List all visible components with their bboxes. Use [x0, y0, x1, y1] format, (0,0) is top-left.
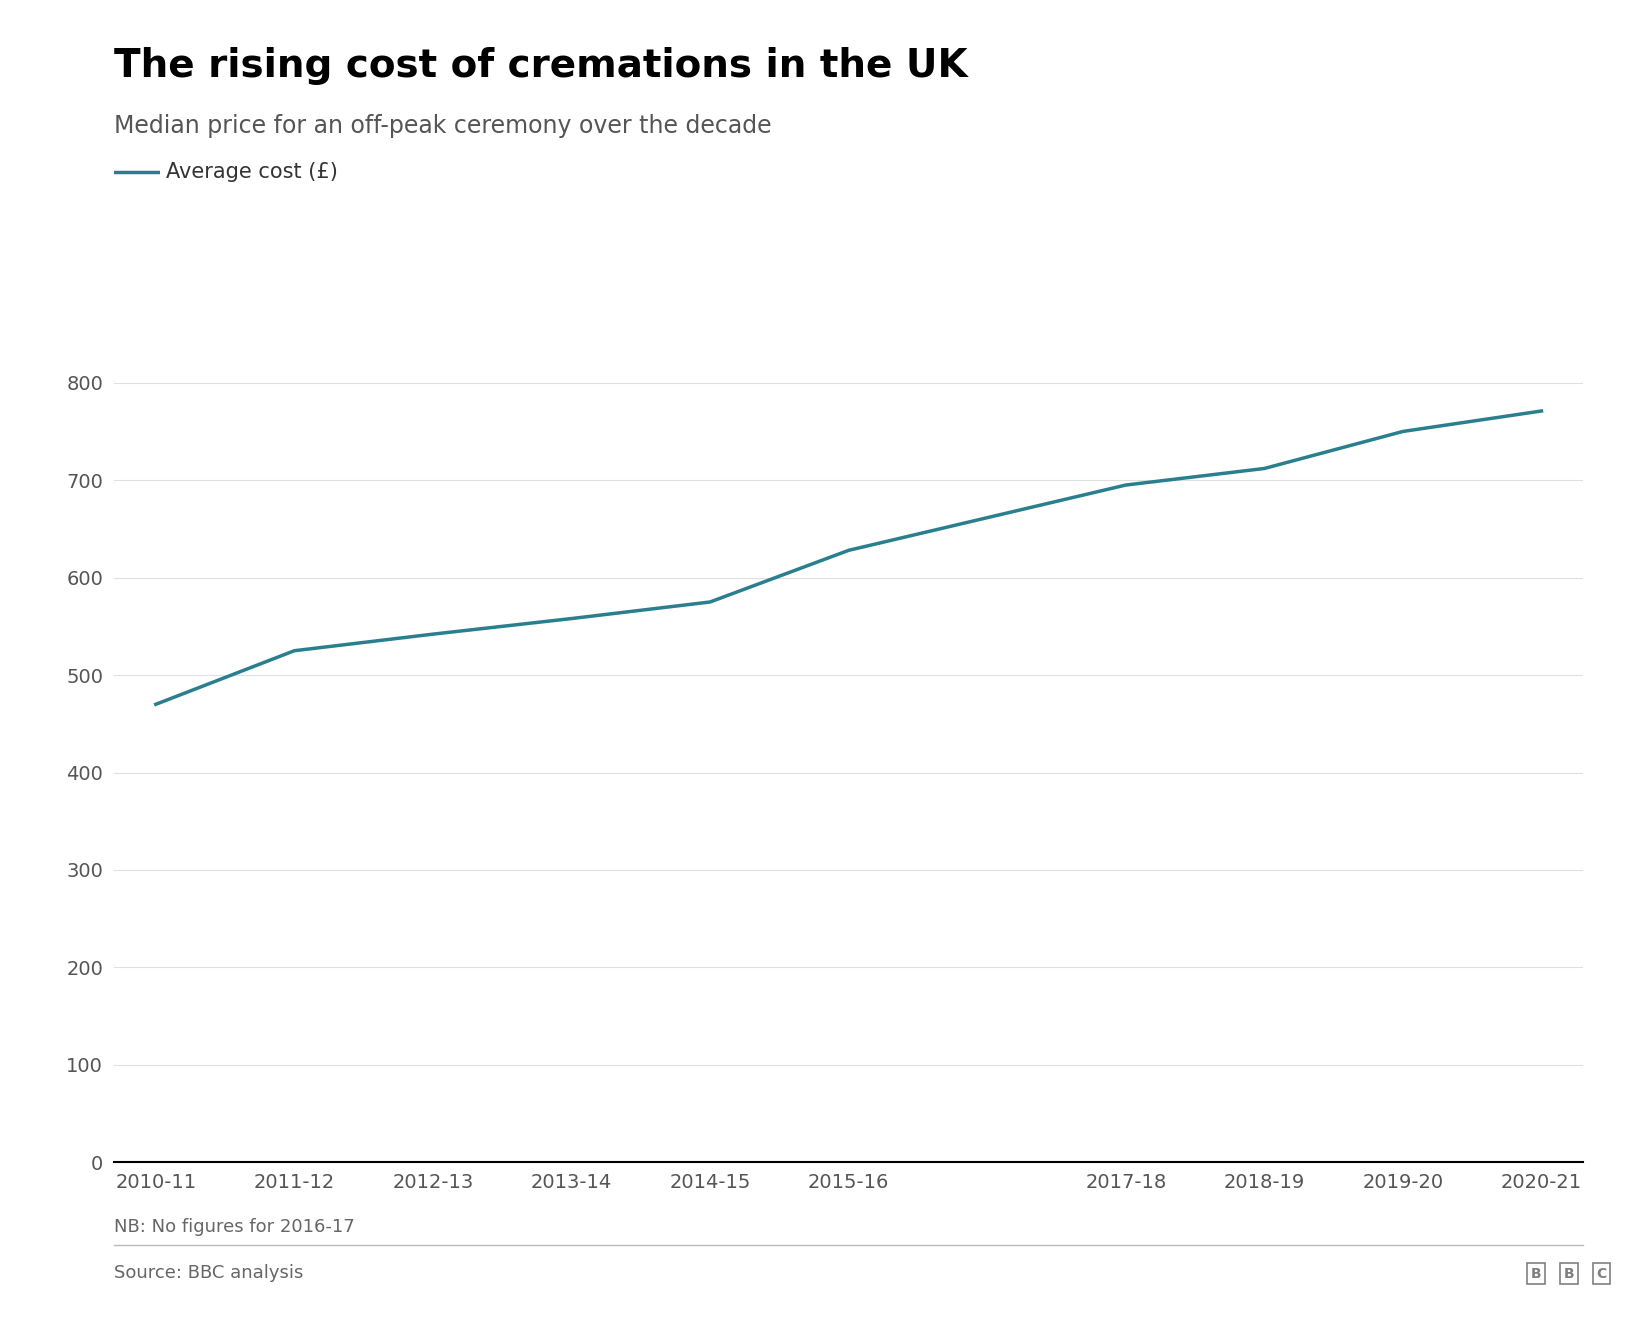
Text: Median price for an off-peak ceremony over the decade: Median price for an off-peak ceremony ov…	[114, 114, 772, 138]
Text: B: B	[1531, 1267, 1542, 1280]
Text: C: C	[1596, 1267, 1606, 1280]
Text: NB: No figures for 2016-17: NB: No figures for 2016-17	[114, 1218, 356, 1236]
Text: Average cost (£): Average cost (£)	[166, 163, 338, 182]
Text: The rising cost of cremations in the UK: The rising cost of cremations in the UK	[114, 47, 968, 84]
Text: B: B	[1563, 1267, 1575, 1280]
Text: Source: BBC analysis: Source: BBC analysis	[114, 1264, 304, 1281]
